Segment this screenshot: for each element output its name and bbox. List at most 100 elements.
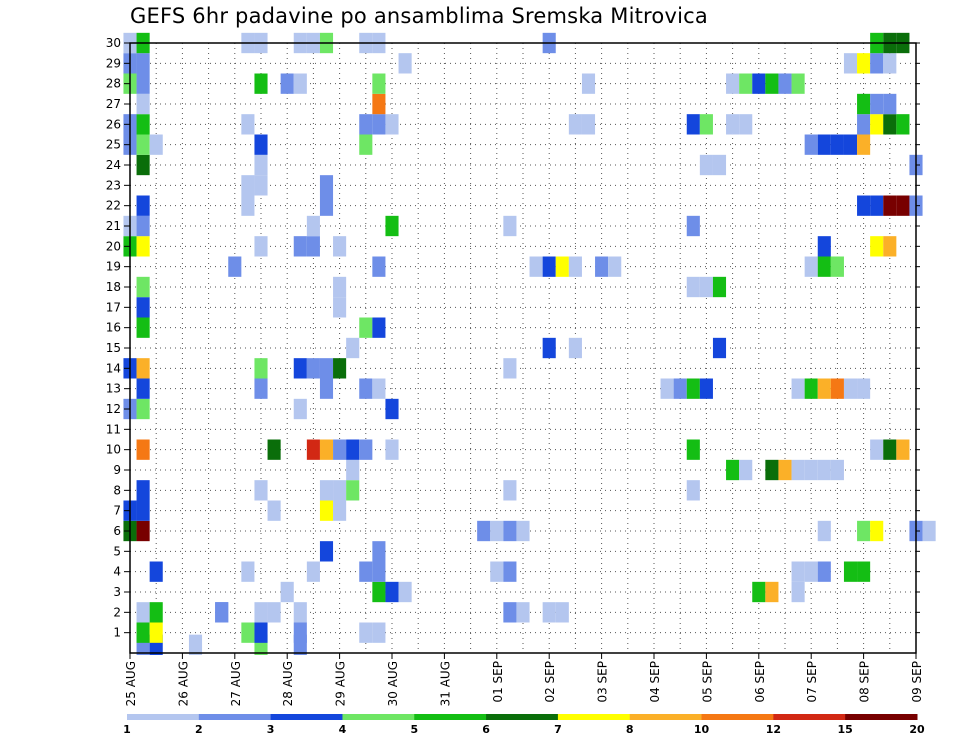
heatmap-cell — [241, 114, 255, 135]
heatmap-cell — [319, 480, 334, 501]
heatmap-cell — [254, 154, 268, 176]
y-tick-label: 26 — [106, 117, 121, 131]
y-tick-label: 17 — [106, 300, 121, 314]
y-tick-label: 15 — [106, 341, 121, 355]
heatmap-cell — [136, 154, 150, 176]
heatmap-cell — [817, 256, 831, 277]
heatmap-cell — [830, 378, 844, 399]
heatmap-cell — [712, 276, 727, 298]
heatmap-cell — [149, 134, 163, 155]
x-tick-label: 25 AUG — [124, 661, 138, 706]
heatmap-cell — [804, 256, 818, 277]
y-tick-label: 11 — [106, 422, 121, 436]
heatmap-cell — [241, 175, 255, 196]
heatmap-cell — [333, 439, 347, 460]
heatmap-cell — [293, 73, 307, 94]
heatmap-cell — [188, 634, 203, 655]
heatmap-cell — [372, 541, 386, 562]
heatmap-cell — [359, 622, 373, 643]
heatmap-cell — [896, 195, 910, 216]
heatmap-cell — [319, 500, 334, 521]
legend-swatch — [486, 714, 559, 720]
heatmap-cell — [149, 561, 163, 582]
heatmap-cell — [712, 154, 727, 176]
legend-swatch — [845, 714, 918, 720]
heatmap-cell — [608, 256, 622, 277]
heatmap-cell — [699, 378, 713, 399]
y-tick-label: 28 — [106, 77, 121, 91]
x-tick-label: 07 SEP — [805, 661, 819, 703]
legend-label: 15 — [838, 723, 853, 736]
heatmap-cell — [490, 520, 504, 542]
heatmap-cell — [319, 378, 334, 399]
heatmap-cell — [699, 276, 713, 298]
heatmap-cell — [739, 73, 753, 94]
heatmap-cell — [857, 93, 871, 115]
heatmap-cell — [686, 114, 700, 135]
heatmap-cell — [254, 73, 268, 94]
heatmap-cell — [568, 256, 582, 277]
heatmap-cell — [306, 439, 320, 460]
heatmap-cell — [372, 93, 386, 115]
heatmap-cell — [817, 378, 831, 399]
heatmap-cell — [372, 622, 386, 643]
y-tick-label: 14 — [106, 361, 121, 375]
heatmap-cell — [686, 276, 700, 298]
y-tick-label: 5 — [113, 544, 121, 558]
y-tick-label: 24 — [106, 158, 121, 172]
heatmap-cell — [215, 602, 229, 623]
heatmap-cell — [830, 256, 844, 277]
heatmap-cell — [136, 622, 150, 643]
y-tick-label: 10 — [106, 443, 121, 457]
heatmap-cell — [673, 378, 687, 399]
heatmap-cell — [581, 114, 596, 135]
heatmap-cell — [581, 73, 596, 94]
legend-swatch — [414, 714, 487, 720]
heatmap-cell — [136, 398, 150, 420]
heatmap-cell — [136, 378, 150, 399]
heatmap-cell — [765, 459, 779, 481]
heatmap-cell — [883, 236, 897, 257]
heatmap-cell — [817, 134, 831, 155]
heatmap-cell — [503, 561, 517, 582]
y-tick-label: 22 — [106, 199, 121, 213]
heatmap-cell — [883, 53, 897, 74]
heatmap-cell — [254, 134, 268, 155]
heatmap-cell — [372, 581, 386, 603]
heatmap-cell — [254, 480, 268, 501]
x-tick-label: 04 SEP — [648, 661, 662, 703]
heatmap-cell — [477, 520, 491, 542]
heatmap-cell — [398, 581, 412, 603]
heatmap-cell — [333, 480, 347, 501]
heatmap-cell — [293, 602, 307, 623]
heatmap-cell — [136, 358, 150, 379]
heatmap-cell — [503, 602, 517, 623]
heatmap-cell — [595, 256, 609, 277]
legend-label: 6 — [482, 723, 490, 736]
heatmap-cell — [385, 581, 399, 603]
heatmap-cell — [346, 337, 360, 359]
y-tick-label: 25 — [106, 138, 121, 152]
heatmap-cell — [726, 114, 740, 135]
heatmap-cell — [883, 114, 897, 135]
heatmap-cell — [857, 520, 871, 542]
heatmap-cell — [830, 134, 844, 155]
heatmap-cell — [280, 581, 294, 603]
x-tick-label: 26 AUG — [176, 661, 190, 706]
heatmap-cell — [293, 622, 307, 643]
heatmap-cell — [293, 358, 307, 379]
legend-label: 8 — [626, 723, 634, 736]
x-tick-label: 03 SEP — [596, 661, 610, 703]
heatmap-cell — [817, 236, 831, 257]
y-tick-label: 3 — [113, 585, 121, 599]
heatmap-cell — [883, 195, 897, 216]
heatmap-cell — [817, 520, 831, 542]
legend-label: 5 — [410, 723, 418, 736]
y-tick-label: 16 — [106, 321, 121, 335]
y-tick-label: 20 — [106, 239, 121, 253]
heatmap-cell — [843, 134, 858, 155]
heatmap-cell — [346, 480, 360, 501]
heatmap-cell — [883, 93, 897, 115]
legend-swatch — [270, 714, 343, 720]
heatmap-cell — [136, 53, 150, 74]
